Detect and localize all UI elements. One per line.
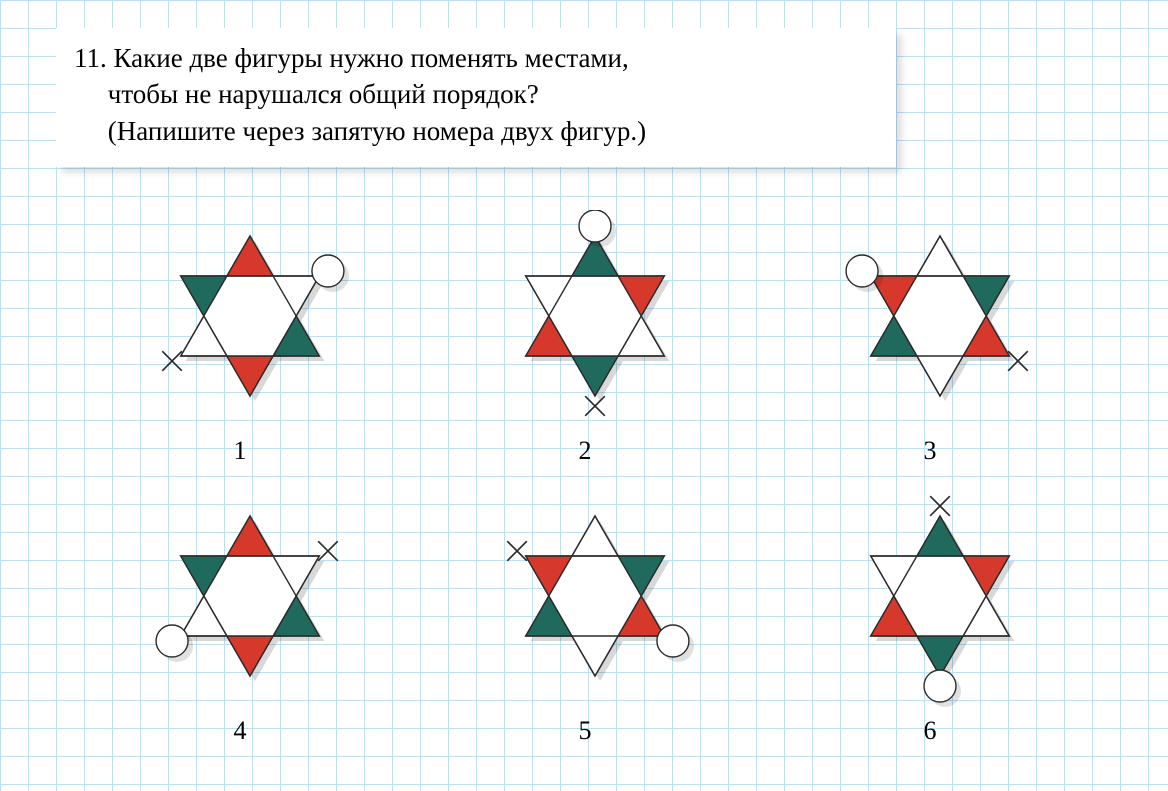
figure-label: 4	[140, 716, 340, 746]
figures-area: 1 2 3 4 5 6	[0, 0, 1168, 791]
figure-2: 2	[485, 210, 685, 466]
figure-6: 6	[830, 490, 1030, 746]
figure-label: 2	[485, 436, 685, 466]
figure-label: 1	[140, 436, 340, 466]
figure-4: 4	[140, 490, 340, 746]
figure-5: 5	[485, 490, 685, 746]
figure-3: 3	[830, 210, 1030, 466]
figure-label: 3	[830, 436, 1030, 466]
figure-label: 6	[830, 716, 1030, 746]
figure-1: 1	[140, 210, 340, 466]
figure-label: 5	[485, 716, 685, 746]
